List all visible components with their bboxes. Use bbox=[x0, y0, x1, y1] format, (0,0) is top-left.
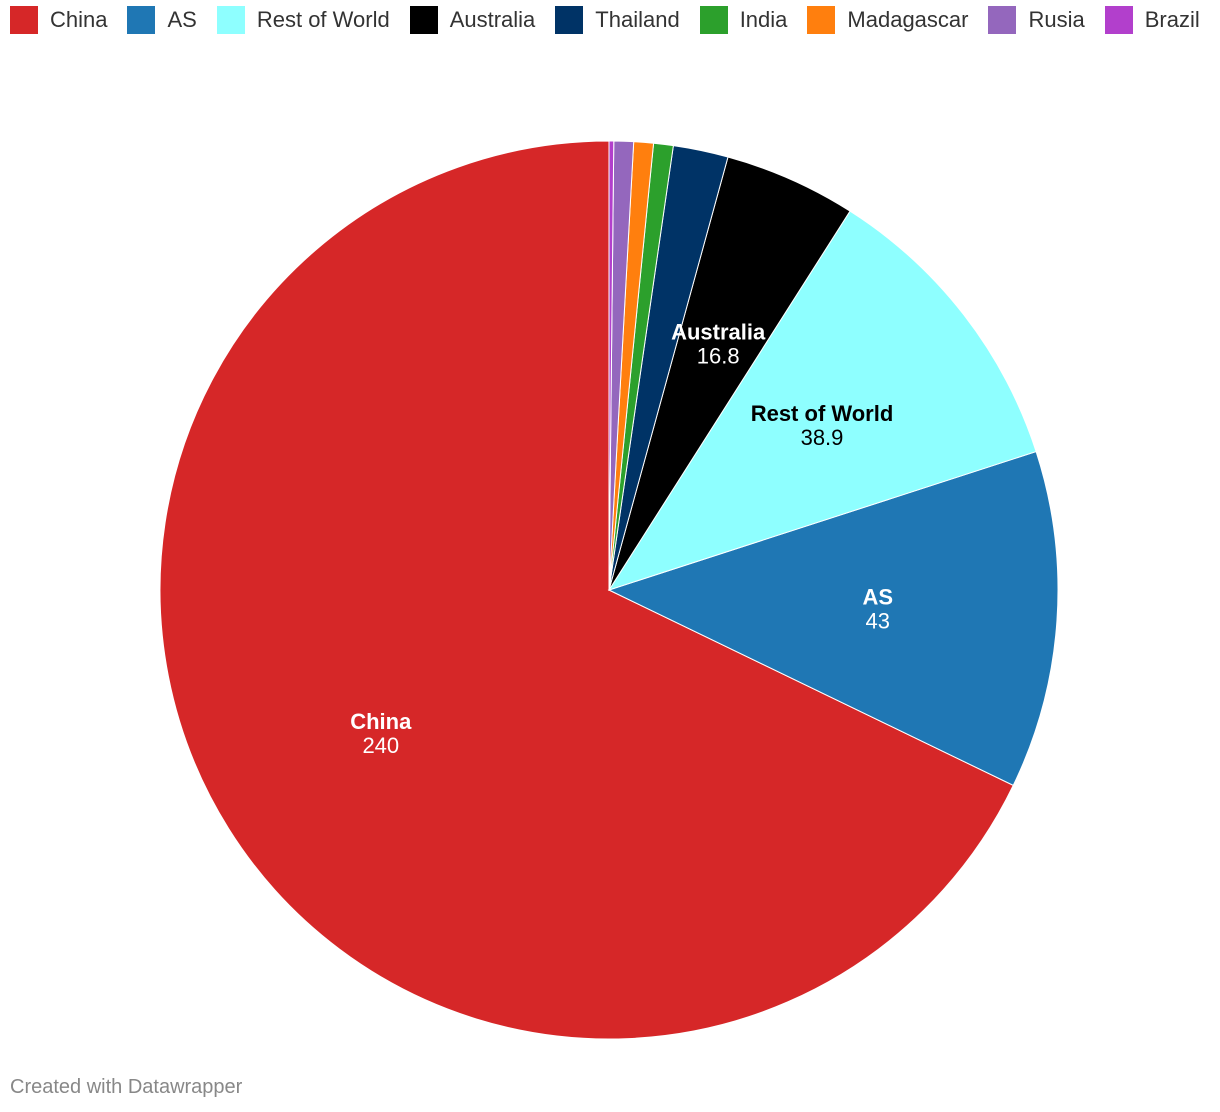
legend-swatch bbox=[699, 6, 728, 34]
slice-label-name: AS bbox=[863, 584, 894, 609]
legend-swatch bbox=[216, 6, 245, 34]
legend-label: Brazil bbox=[1144, 7, 1200, 32]
legend-swatch bbox=[409, 6, 438, 34]
legend-item: India bbox=[699, 6, 788, 34]
slice-label-value: 16.8 bbox=[697, 344, 740, 369]
legend-label: India bbox=[739, 7, 788, 32]
slice-label-value: 38.9 bbox=[801, 425, 844, 450]
pie-slice-as bbox=[607, 450, 1059, 787]
legend-label: AS bbox=[167, 7, 197, 32]
slice-label-name: China bbox=[350, 709, 412, 734]
legend-label: Thailand bbox=[595, 7, 680, 32]
pie-slice-brazil bbox=[608, 140, 615, 591]
legend-item: Australia bbox=[409, 6, 536, 34]
legend-swatch bbox=[807, 6, 836, 34]
legend-swatch bbox=[127, 6, 156, 34]
legend-item: Madagascar bbox=[807, 6, 969, 34]
legend: China AS Rest of World Australia Thailand Ind… bbox=[10, 6, 1210, 34]
legend-item: Rest of World bbox=[216, 6, 390, 34]
legend-item: Brazil bbox=[1104, 6, 1200, 34]
legend-swatch bbox=[555, 6, 584, 34]
slice-label-name: Rest of World bbox=[751, 401, 894, 426]
legend-label: Madagascar bbox=[847, 7, 969, 32]
legend-label: Australia bbox=[449, 7, 536, 32]
legend-item: Thailand bbox=[555, 6, 680, 34]
legend-swatch bbox=[1104, 6, 1133, 34]
slice-label-name: Australia bbox=[671, 320, 766, 345]
slice-label-value: 240 bbox=[362, 733, 399, 758]
legend-swatch bbox=[10, 6, 38, 34]
legend-label: Rusia bbox=[1028, 7, 1085, 32]
pie-slice-china bbox=[159, 140, 1014, 1040]
legend-item: AS bbox=[127, 6, 197, 34]
legend-swatch bbox=[988, 6, 1017, 34]
slice-label-value: 43 bbox=[866, 608, 890, 633]
footer-credit: Created with Datawrapper bbox=[10, 1076, 243, 1098]
legend-item: China bbox=[10, 6, 108, 34]
legend-item: Rusia bbox=[988, 6, 1085, 34]
legend-label: China bbox=[50, 7, 108, 32]
pie-slice-rest-of-world bbox=[607, 210, 1037, 591]
legend-label: Rest of World bbox=[256, 7, 390, 32]
